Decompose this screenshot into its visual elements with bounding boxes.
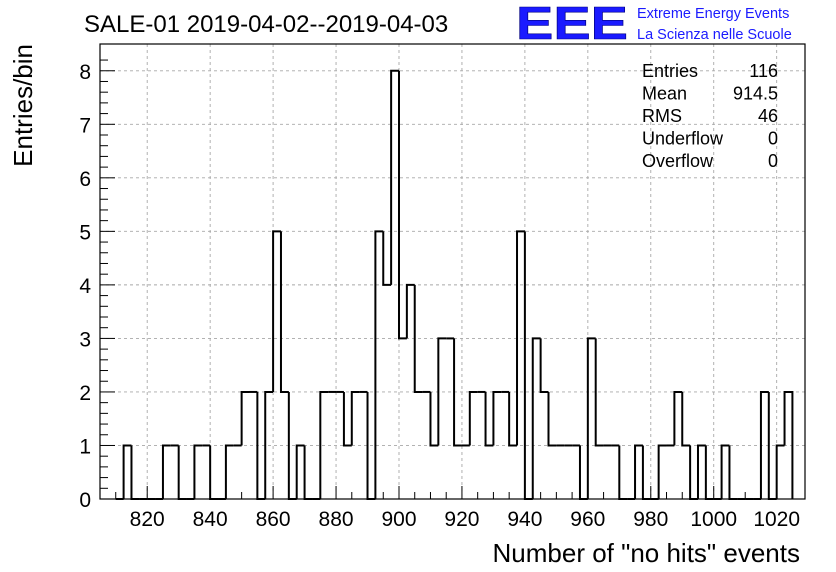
x-tick-label: 1020 — [753, 508, 800, 531]
histogram-bin — [681, 391, 691, 447]
histogram-bin — [279, 231, 289, 393]
stats-value: 0 — [768, 129, 778, 149]
stats-value: 0 — [768, 151, 778, 171]
eee-logo: EEE Extreme Energy Events La Scienza nel… — [516, 0, 792, 49]
eee-logo-line1: Extreme Energy Events — [637, 6, 789, 22]
histogram-bin — [122, 444, 132, 499]
stats-label: Overflow — [642, 151, 714, 171]
x-tick-label: 820 — [130, 508, 165, 531]
histogram-bin — [539, 338, 549, 393]
plot-frame — [99, 43, 806, 500]
histogram-bin — [547, 391, 557, 447]
histogram-bin — [720, 444, 730, 499]
y-tick-label: 6 — [79, 168, 91, 191]
histogram-bin — [429, 391, 439, 447]
histogram-bin — [177, 445, 187, 500]
y-tick-label: 1 — [79, 435, 91, 458]
histogram-bin — [508, 391, 518, 447]
histogram-bin — [634, 444, 643, 499]
stats-value: 914.5 — [733, 84, 778, 104]
y-axis-label: Entries/bin — [8, 44, 38, 167]
eee-logo-letters: EEE — [516, 0, 628, 49]
histogram-bin — [531, 337, 541, 499]
y-tick-label: 7 — [79, 114, 91, 137]
grid-lines — [100, 44, 805, 499]
histogram-bin — [405, 283, 415, 339]
stats-label: Mean — [642, 84, 687, 104]
y-tick-label: 8 — [79, 61, 91, 84]
histogram-bin — [696, 444, 706, 499]
histogram-bin — [240, 390, 250, 446]
histogram-bin — [382, 231, 392, 286]
stats-label: Entries — [642, 61, 698, 81]
histogram-bin — [783, 390, 794, 499]
x-tick-label: 880 — [319, 508, 354, 531]
histogram-bin — [390, 69, 399, 285]
histogram-bin — [594, 338, 604, 447]
y-tick-label: 0 — [79, 489, 91, 512]
y-tick-label: 4 — [79, 275, 91, 298]
stats-value: 116 — [749, 61, 778, 81]
y-tick-label: 2 — [79, 382, 91, 405]
histogram-bin — [523, 231, 533, 500]
histogram-bin — [689, 445, 698, 500]
histogram-bin — [492, 390, 502, 446]
histogram-bin — [319, 390, 329, 499]
histogram-bin — [295, 444, 305, 499]
stats-box: Entries 116 Mean 914.5 RMS 46 Underflow 0 Overfl… — [642, 61, 778, 171]
histogram-bin — [759, 390, 769, 499]
x-tick-label: 980 — [633, 508, 668, 531]
histogram-bin — [413, 284, 423, 393]
histogram-bin — [272, 230, 281, 392]
histogram-bin — [578, 445, 588, 500]
histogram-bin — [130, 445, 140, 500]
x-tick-label: 920 — [444, 508, 479, 531]
stats-value: 46 — [758, 106, 778, 126]
histogram-bin — [453, 338, 462, 447]
histogram-bin — [193, 444, 203, 499]
histogram-bin — [468, 390, 478, 446]
histogram-bin — [342, 391, 352, 447]
histogram-bin — [397, 70, 407, 340]
histogram-bin — [264, 390, 274, 499]
y-tick-label: 3 — [79, 328, 91, 351]
y-tick-label: 5 — [79, 221, 91, 244]
histogram-bin — [374, 230, 384, 499]
histogram-bin — [586, 337, 596, 499]
x-tick-label: 960 — [570, 508, 605, 531]
histogram-bin — [516, 230, 525, 446]
histogram-bin — [350, 390, 360, 446]
axes: 820 840 860 880 900 920 940 960 980 1000 102001234… — [79, 59, 800, 531]
x-tick-label: 900 — [381, 508, 416, 531]
histogram-bin — [775, 444, 785, 499]
stats-label: Underflow — [642, 129, 724, 149]
stats-label: RMS — [642, 106, 682, 126]
chart-title: SALE-01 2019-04-02--2019-04-03 — [84, 11, 448, 38]
histogram-bin — [641, 445, 651, 500]
x-tick-label: 840 — [193, 508, 228, 531]
x-tick-label: 940 — [507, 508, 542, 531]
histogram-bin — [484, 391, 494, 447]
histogram-bin — [618, 445, 628, 500]
histogram-bin — [728, 445, 738, 500]
x-tick-label: 1000 — [690, 508, 737, 531]
histogram-bin — [161, 444, 171, 499]
histogram-bin — [437, 337, 447, 446]
histogram-bin — [657, 444, 667, 499]
histogram-bin — [673, 390, 683, 446]
histogram-bin — [303, 445, 313, 500]
x-tick-label: 860 — [256, 508, 291, 531]
histogram-bin — [209, 445, 219, 500]
histogram-bin — [704, 445, 714, 500]
x-axis-label: Number of "no hits" events — [493, 538, 801, 568]
histogram-bin — [224, 444, 234, 499]
eee-logo-line2: La Scienza nelle Scuole — [637, 27, 792, 43]
